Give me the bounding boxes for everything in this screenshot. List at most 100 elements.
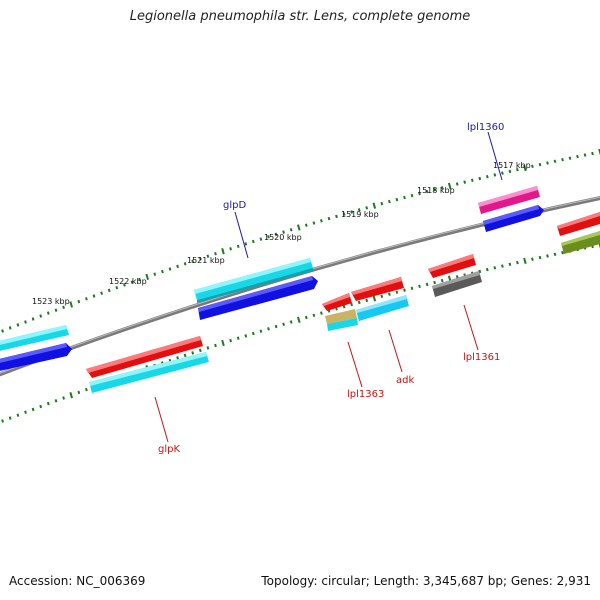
tick-label-1517: 1517 kbp xyxy=(493,161,531,170)
gene-right-cds[interactable] xyxy=(557,212,600,236)
gene-adk-cds[interactable] xyxy=(351,277,404,301)
gene-left-cds[interactable] xyxy=(0,343,72,372)
inner-ring-tick xyxy=(46,401,50,406)
inner-ring-tick xyxy=(176,356,179,360)
inner-ring-tick xyxy=(198,348,202,353)
outer-ring-tick xyxy=(410,193,414,198)
inner-ring-tick xyxy=(410,286,414,291)
gene-label-glpK[interactable]: glpK xyxy=(158,444,180,455)
outer-ring-tick xyxy=(267,235,270,239)
leader-lpl1360 xyxy=(487,131,503,181)
outer-ring-tick xyxy=(289,228,293,232)
leader-adk xyxy=(388,329,403,373)
inner-ring-tick xyxy=(561,250,564,255)
inner-ring-tick xyxy=(538,255,542,260)
inner-ring-tick xyxy=(523,257,527,265)
tick-label-1519: 1519 kbp xyxy=(341,210,379,219)
outer-ring-tick xyxy=(145,273,149,281)
outer-ring-tick xyxy=(206,254,210,258)
inner-ring-tick xyxy=(221,339,225,347)
outer-ring-tick xyxy=(455,182,459,186)
outer-ring-tick xyxy=(176,264,179,269)
outer-ring-tick xyxy=(598,148,600,156)
gene-lpl1360-feature[interactable] xyxy=(478,186,540,214)
outer-ring-tick xyxy=(538,162,542,167)
inner-ring-tick xyxy=(388,292,391,296)
outer-ring-tick xyxy=(85,297,88,301)
outer-ring-tick xyxy=(493,173,497,177)
outer-ring-tick xyxy=(1,329,4,333)
outer-ring-tick xyxy=(251,239,255,244)
outer-ring-tick xyxy=(425,189,429,194)
outer-ring-tick xyxy=(380,201,384,206)
gene-lpl1363-cds[interactable] xyxy=(322,293,352,311)
inner-ring-tick xyxy=(516,260,519,265)
inner-ring-tick xyxy=(440,278,444,283)
inner-ring-tick xyxy=(304,315,308,320)
gene-label-adk[interactable]: adk xyxy=(396,375,414,386)
inner-ring-tick xyxy=(433,280,436,285)
outer-ring-tick xyxy=(39,314,43,318)
outer-ring-tick xyxy=(24,320,27,324)
outer-ring-tick xyxy=(478,176,482,181)
outer-ring-tick xyxy=(31,317,35,321)
outer-ring-tick xyxy=(485,174,489,179)
inner-ring-tick xyxy=(485,267,489,272)
outer-ring-tick xyxy=(77,299,81,304)
outer-ring-tick xyxy=(568,156,572,160)
outer-ring-tick xyxy=(335,214,338,219)
outer-ring-tick xyxy=(274,232,278,237)
outer-ring-tick xyxy=(470,178,474,183)
leader-lpl1363 xyxy=(347,341,363,388)
tick-label-1522: 1522 kbp xyxy=(109,277,147,286)
gene-lpl1363-feature[interactable] xyxy=(325,309,358,331)
outer-ring-tick xyxy=(229,247,232,251)
outer-ring-tick xyxy=(531,164,534,169)
inner-ring-tick xyxy=(244,334,248,338)
outer-ring-tick xyxy=(403,195,406,200)
gene-label-lpl1360[interactable]: lpl1360 xyxy=(467,122,504,133)
outer-ring-tick xyxy=(327,216,331,221)
inner-ring-tick xyxy=(54,399,58,403)
outer-ring-tick xyxy=(561,157,564,162)
gene-glpD-feature[interactable] xyxy=(194,258,313,303)
inner-ring-tick xyxy=(69,392,73,399)
inner-ring-tick xyxy=(455,275,459,279)
gene-glpK-feature[interactable] xyxy=(89,352,209,393)
outer-ring-tick xyxy=(259,237,263,241)
gene-label-lpl1361[interactable]: lpl1361 xyxy=(463,352,500,363)
outer-ring-tick xyxy=(115,285,119,290)
outer-ring-tick xyxy=(92,294,96,298)
inner-ring-tick xyxy=(236,336,240,340)
inner-ring-tick xyxy=(183,353,187,358)
inner-ring-tick xyxy=(297,316,301,323)
outer-ring-tick xyxy=(62,305,65,310)
outer-ring-tick xyxy=(54,308,58,312)
outer-ring-tick xyxy=(553,159,557,164)
inner-ring-tick xyxy=(16,413,20,417)
inner-ring-tick xyxy=(350,302,353,307)
outer-ring-tick xyxy=(69,301,73,308)
gene-label-glpD[interactable]: glpD xyxy=(223,200,246,211)
gene-glpD-cds[interactable] xyxy=(198,276,318,320)
gene-label-lpl1363[interactable]: lpl1363 xyxy=(347,389,384,400)
inner-ring-tick xyxy=(85,387,88,392)
outer-ring-tick xyxy=(576,154,579,159)
inner-ring-tick xyxy=(259,329,263,333)
gene-left-feature[interactable] xyxy=(0,325,69,352)
gene-lpl1360-cds[interactable] xyxy=(483,205,544,232)
gene-lpl1361-feature[interactable] xyxy=(432,271,482,297)
gene-right-feature[interactable] xyxy=(561,231,600,254)
gene-adk-feature[interactable] xyxy=(356,295,409,321)
tick-label-1523: 1523 kbp xyxy=(32,297,70,306)
outer-ring-tick xyxy=(236,244,240,249)
outer-ring-tick xyxy=(350,210,353,214)
gene-lpl1361-cds[interactable] xyxy=(428,254,476,278)
inner-ring-tick xyxy=(274,324,278,329)
gene-glpK-cds[interactable] xyxy=(86,336,203,378)
outer-ring-tick xyxy=(583,153,587,157)
outer-ring-tick xyxy=(546,161,549,165)
inner-ring-tick xyxy=(418,284,421,289)
inner-ring-tick xyxy=(501,264,504,268)
